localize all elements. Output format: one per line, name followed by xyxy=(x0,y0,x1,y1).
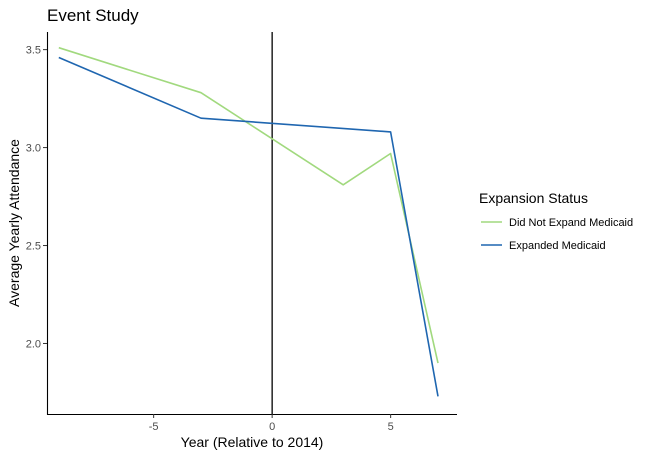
y-tick-label: 2.0 xyxy=(26,338,41,350)
legend-label-series-0: Did Not Expand Medicaid xyxy=(509,217,633,229)
plot-lines xyxy=(58,32,439,414)
legend-title: Expansion Status xyxy=(479,190,588,206)
x-tick-label: -5 xyxy=(149,421,159,433)
x-tick-label: 0 xyxy=(269,421,275,433)
x-ticks: -5 0 5 xyxy=(149,414,394,433)
series-line-1 xyxy=(58,56,439,397)
y-ticks: 2.0 2.5 3.0 3.5 xyxy=(26,45,47,350)
y-axis-title: Average Yearly Attendance xyxy=(6,139,22,307)
y-tick-label: 3.0 xyxy=(26,143,41,155)
y-tick-label: 3.5 xyxy=(26,45,41,57)
legend-label-series-1: Expanded Medicaid xyxy=(509,240,606,252)
x-axis-title: Year (Relative to 2014) xyxy=(181,434,324,450)
series-line-0 xyxy=(58,46,439,364)
y-tick-label: 2.5 xyxy=(26,241,41,253)
chart-title: Event Study xyxy=(47,6,139,25)
x-tick-label: 5 xyxy=(388,421,394,433)
legend: Expansion Status Did Not Expand Medicaid… xyxy=(479,190,633,252)
